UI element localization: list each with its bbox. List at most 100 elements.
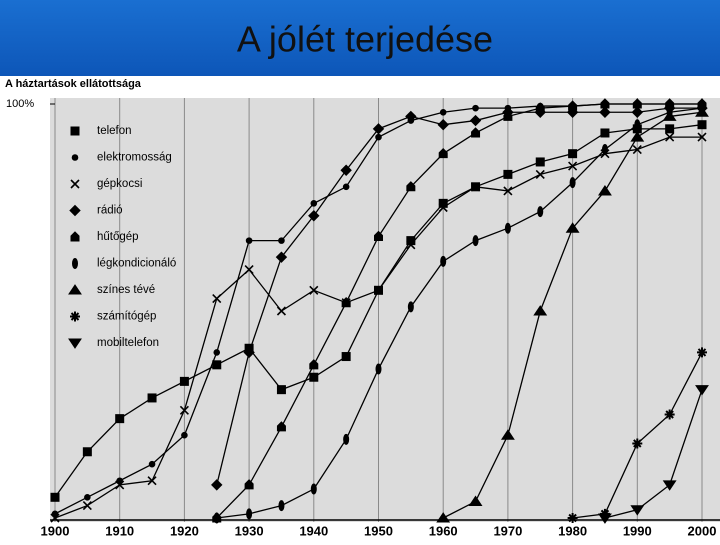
chart-title: A háztartások ellátottsága (5, 78, 142, 90)
legend-marker (70, 231, 80, 242)
marker (503, 110, 513, 121)
marker (665, 124, 675, 134)
legend-label: telefon (97, 125, 132, 137)
marker (147, 476, 157, 486)
x-tick-label: 1960 (429, 523, 458, 538)
marker (212, 360, 222, 370)
x-tick-label: 1930 (235, 523, 264, 538)
series-line (216, 107, 703, 519)
marker (665, 132, 675, 142)
legend-marker (72, 258, 78, 269)
marker (471, 127, 481, 138)
x-tick-label: 2000 (688, 523, 717, 538)
marker (662, 110, 677, 121)
marker (662, 480, 677, 491)
marker (439, 108, 447, 116)
marker (697, 120, 707, 130)
x-tick-label: 1900 (41, 523, 70, 538)
x-tick-label: 1910 (105, 523, 134, 538)
marker (567, 513, 578, 523)
marker (375, 363, 382, 375)
marker (406, 240, 416, 250)
marker (503, 169, 513, 179)
marker (275, 251, 288, 263)
legend-label: elektromosság (97, 152, 172, 164)
marker (565, 222, 580, 233)
legend-marker (70, 179, 80, 189)
marker (181, 431, 188, 439)
marker (375, 133, 382, 141)
marker (147, 393, 157, 403)
marker (373, 285, 384, 295)
marker (697, 132, 707, 142)
marker (504, 222, 511, 234)
marker (50, 513, 60, 523)
marker (84, 494, 91, 501)
marker (535, 169, 545, 179)
legend-label: színes tévé (97, 284, 155, 296)
marker (535, 102, 545, 113)
x-tick-label: 1970 (493, 523, 522, 538)
marker (244, 265, 254, 275)
marker (695, 106, 709, 117)
marker (664, 409, 675, 420)
marker (438, 202, 448, 213)
marker (51, 510, 59, 518)
marker (308, 210, 320, 222)
marker (276, 421, 286, 432)
marker (601, 144, 608, 156)
x-tick-label: 1940 (299, 523, 328, 538)
y-tick-label: 100% (6, 98, 34, 110)
marker (634, 119, 641, 131)
legend-label: mobiltelefon (97, 337, 159, 349)
legend-label: hűtőgép (97, 231, 139, 243)
legend-marker (68, 284, 82, 295)
marker (342, 183, 350, 191)
series-line (216, 103, 702, 519)
marker (695, 385, 709, 396)
marker (310, 200, 318, 207)
marker (148, 460, 156, 468)
marker (569, 177, 576, 189)
marker (535, 157, 545, 167)
marker (568, 100, 578, 111)
marker (436, 512, 451, 523)
marker (469, 114, 482, 127)
header-band (0, 0, 720, 76)
marker (598, 513, 612, 524)
marker (632, 144, 642, 155)
legend-marker (70, 311, 80, 322)
legend-label: számítógép (97, 311, 156, 323)
marker (309, 359, 319, 370)
marker (341, 352, 351, 362)
legend-marker (70, 126, 80, 136)
marker (116, 477, 123, 485)
marker (630, 131, 645, 142)
marker (115, 480, 125, 490)
marker (310, 483, 317, 495)
marker (500, 429, 515, 440)
marker (537, 206, 544, 218)
marker (276, 306, 287, 316)
marker (374, 230, 383, 241)
legend-marker (71, 154, 79, 161)
marker (533, 305, 548, 316)
plot-area (50, 98, 720, 522)
marker (212, 294, 222, 304)
marker (341, 297, 351, 308)
marker (245, 237, 253, 244)
marker (278, 237, 285, 244)
marker (470, 182, 481, 192)
legend-label: rádió (97, 205, 123, 217)
series-line (604, 389, 703, 519)
marker (697, 347, 707, 358)
marker (438, 147, 448, 159)
marker (568, 161, 578, 171)
marker (243, 346, 255, 359)
marker (179, 376, 189, 386)
marker (115, 414, 125, 424)
marker (246, 508, 253, 520)
legend-label: gépkocsi (97, 178, 142, 190)
x-tick-label: 1950 (364, 523, 393, 538)
